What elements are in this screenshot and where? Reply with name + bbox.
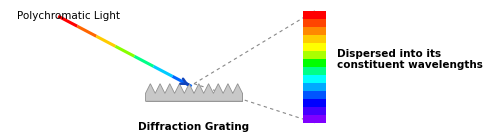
Bar [302, 59, 326, 67]
Bar [302, 43, 326, 51]
Text: Polychromatic Light: Polychromatic Light [17, 11, 120, 21]
Bar [302, 51, 326, 59]
Bar [302, 27, 326, 35]
Bar [302, 91, 326, 99]
Bar [302, 75, 326, 83]
Bar [302, 11, 326, 19]
Bar [302, 35, 326, 43]
Bar [302, 107, 326, 115]
Bar [302, 83, 326, 91]
Bar [302, 99, 326, 107]
Bar [302, 67, 326, 75]
Text: Dispersed into its
constituent wavelengths: Dispersed into its constituent wavelengt… [336, 49, 482, 70]
Bar [145, 93, 242, 101]
Bar [302, 19, 326, 27]
Text: Diffraction Grating: Diffraction Grating [138, 122, 249, 131]
Bar [302, 115, 326, 123]
Polygon shape [145, 84, 242, 101]
